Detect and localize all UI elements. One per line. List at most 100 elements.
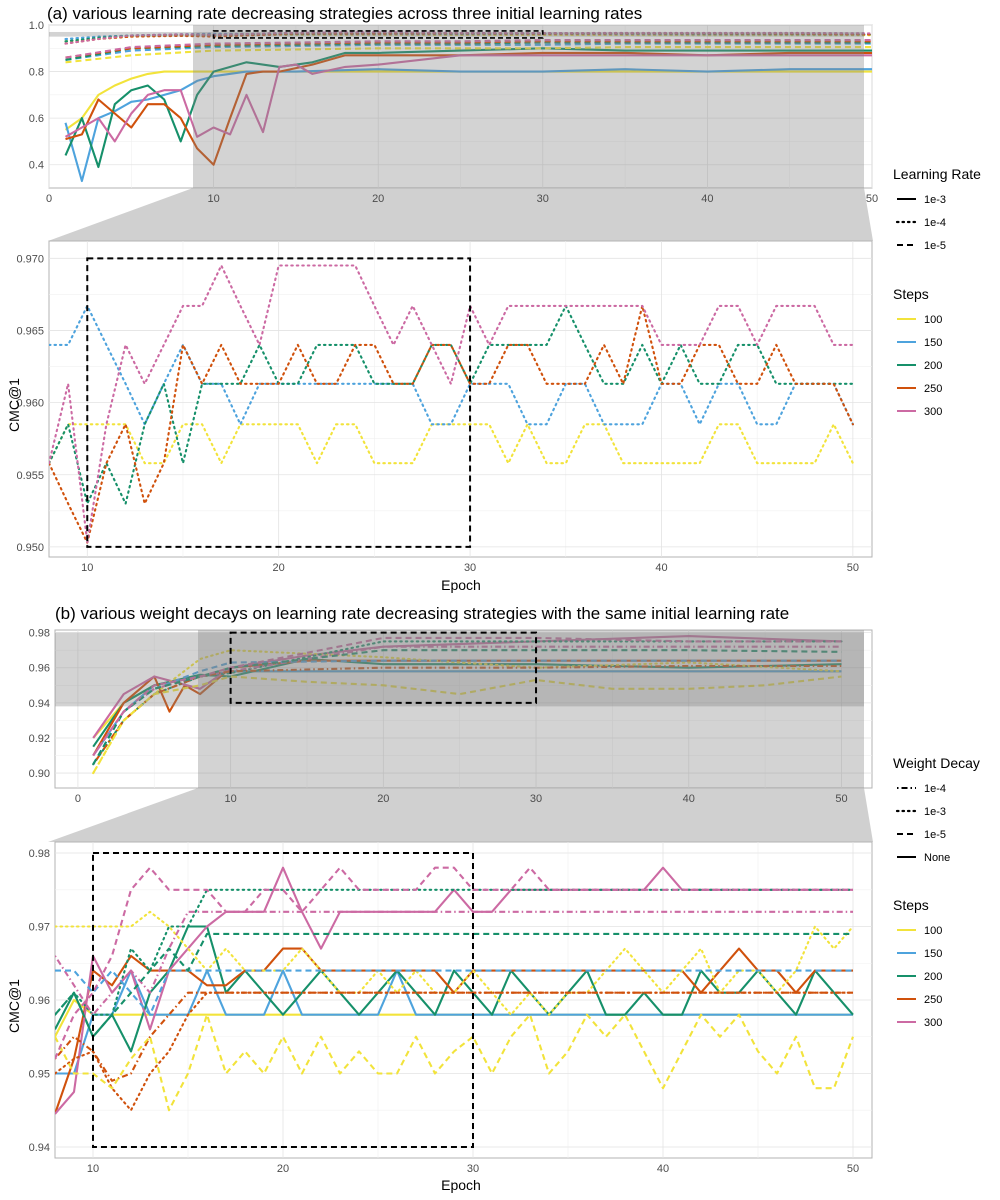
legend-b-step-300: 300 bbox=[924, 1017, 942, 1029]
y-tick-label: 0.950 bbox=[16, 542, 44, 554]
series-line-100-1e-3 bbox=[92, 649, 843, 775]
plot-background bbox=[54, 629, 873, 789]
y-tick-label: 0.965 bbox=[16, 325, 44, 337]
series-group bbox=[64, 31, 872, 183]
panel-b-x-axis-title: Epoch bbox=[441, 1177, 481, 1193]
legend-wd-1e-5: 1e-5 bbox=[924, 829, 946, 841]
panel-a-zoom-connector bbox=[48, 188, 873, 241]
series-line-250-1e-4 bbox=[49, 304, 854, 544]
x-tick-label: 30 bbox=[537, 193, 549, 205]
legend-wd-none: None bbox=[924, 852, 950, 864]
panel-a-y-axis-title: CMC@1 bbox=[6, 378, 22, 432]
panel-b-zoom-plot: 10 20 30 40 50 0.94 0.95 0.96 0.97 0.98 bbox=[29, 841, 873, 1175]
panel-b-title: (b) various weight decays on learning ra… bbox=[55, 604, 789, 623]
y-tick-label: 0.92 bbox=[29, 733, 50, 745]
y-tick-label: 0.6 bbox=[29, 113, 44, 125]
y-tick-label: 0.95 bbox=[29, 1068, 50, 1080]
series-group bbox=[49, 264, 854, 544]
x-tick-label: 20 bbox=[273, 562, 285, 574]
x-tick-label: 10 bbox=[81, 562, 93, 574]
legend-weight-decay-title: Weight Decay bbox=[893, 755, 980, 771]
y-tick-label: 0.97 bbox=[29, 922, 50, 934]
series-line-300-1e-5 bbox=[65, 39, 872, 59]
series-line-150-1e-4 bbox=[49, 304, 854, 426]
zoom-box bbox=[92, 852, 474, 1148]
series-line-250-1e-4 bbox=[64, 32, 872, 45]
series-line-150-1e-3 bbox=[64, 68, 872, 183]
x-tick-label: 10 bbox=[224, 793, 236, 805]
zoom-box bbox=[229, 631, 538, 704]
y-tick-label: 0.90 bbox=[29, 768, 50, 780]
panel-b-zoom-connector bbox=[48, 788, 873, 842]
legend-b-step-150: 150 bbox=[924, 948, 942, 960]
y-tick-label: 0.8 bbox=[29, 67, 44, 79]
series-line-200-1e-3 bbox=[64, 47, 872, 169]
legend-b-step-250: 250 bbox=[924, 994, 942, 1006]
legend-steps-b-title: Steps bbox=[893, 897, 929, 913]
series-line-250-1e-3 bbox=[55, 991, 855, 1112]
series-line-250-1e-4 bbox=[92, 664, 842, 765]
x-tick-label: 30 bbox=[530, 793, 542, 805]
zoom-box bbox=[212, 30, 544, 39]
y-tick-label: 0.94 bbox=[29, 698, 50, 710]
panel-a-x-axis-title: Epoch bbox=[441, 577, 481, 593]
series-line-100-1e-5 bbox=[65, 46, 872, 64]
y-tick-label: 0.955 bbox=[16, 470, 44, 482]
series-line-300-None bbox=[92, 635, 842, 739]
y-tick-label: 0.98 bbox=[29, 628, 50, 640]
series-line-100-1e-3 bbox=[55, 910, 855, 1016]
series-line-300-1e-5 bbox=[92, 636, 842, 757]
x-tick-label: 30 bbox=[467, 1163, 479, 1175]
panel-b-overview-plot: 0 10 20 30 40 50 0.90 0.92 0.94 0.96 0.98 bbox=[29, 628, 873, 805]
x-tick-label: 30 bbox=[464, 562, 476, 574]
series-line-100-1e-5 bbox=[92, 675, 842, 774]
series-line-100-1e-4 bbox=[49, 423, 854, 465]
legend-steps-a: Steps 100 150 200 250 300 bbox=[893, 286, 942, 418]
series-line-250-1e-5 bbox=[65, 40, 872, 59]
x-tick-label: 40 bbox=[683, 793, 695, 805]
x-tick-label: 20 bbox=[277, 1163, 289, 1175]
legend-learning-rate: Learning Rate 1e-3 1e-4 1e-5 bbox=[893, 166, 981, 252]
x-tick-label: 40 bbox=[657, 1163, 669, 1175]
legend-wd-1e-4: 1e-4 bbox=[924, 783, 946, 795]
x-tick-label: 50 bbox=[866, 193, 878, 205]
x-tick-label: 20 bbox=[372, 193, 384, 205]
x-tick-label: 0 bbox=[75, 793, 81, 805]
zoom-region-highlight bbox=[198, 630, 864, 788]
series-line-300-1e-4 bbox=[49, 264, 854, 544]
y-tick-label: 0.96 bbox=[29, 995, 50, 1007]
x-tick-label: 10 bbox=[87, 1163, 99, 1175]
series-line-300-1e-4 bbox=[55, 910, 853, 1016]
y-tick-label: 0.94 bbox=[29, 1142, 50, 1154]
zoom-box bbox=[86, 257, 472, 548]
x-tick-label: 50 bbox=[835, 793, 847, 805]
y-tick-label: 0.96 bbox=[29, 663, 50, 675]
legend-wd-1e-3: 1e-3 bbox=[924, 806, 946, 818]
legend-step-300: 300 bbox=[924, 406, 942, 418]
legend-step-200: 200 bbox=[924, 360, 942, 372]
legend-lr-1e-3: 1e-3 bbox=[924, 194, 946, 206]
y-range-band bbox=[55, 632, 864, 707]
legend-b-step-200: 200 bbox=[924, 971, 942, 983]
legend-step-250: 250 bbox=[924, 383, 942, 395]
series-line-150-1e-5 bbox=[65, 42, 872, 61]
x-tick-label: 50 bbox=[847, 1163, 859, 1175]
series-line-200-1e-5 bbox=[92, 649, 842, 765]
x-tick-label: 0 bbox=[46, 193, 52, 205]
panel-a-zoom-plot: 10 20 30 40 50 0.950 0.955 0.960 0.965 0.970 bbox=[16, 240, 873, 574]
y-tick-label: 0.98 bbox=[29, 848, 50, 860]
series-line-250-1e-4 bbox=[55, 991, 853, 1082]
legend-steps-a-title: Steps bbox=[893, 286, 929, 302]
y-tick-label: 0.960 bbox=[16, 398, 44, 410]
series-line-300-1e-3 bbox=[64, 54, 872, 143]
x-tick-label: 50 bbox=[847, 562, 859, 574]
panel-a-overview-plot: 0 10 20 30 40 50 0.4 0.6 0.8 1.0 bbox=[29, 20, 878, 205]
x-tick-label: 40 bbox=[701, 193, 713, 205]
y-tick-label: 0.970 bbox=[16, 253, 44, 265]
legend-learning-rate-title: Learning Rate bbox=[893, 166, 981, 182]
series-line-100-1e-5 bbox=[55, 1013, 854, 1112]
legend-b-step-100: 100 bbox=[924, 925, 942, 937]
x-tick-label: 20 bbox=[377, 793, 389, 805]
series-line-200-1e-5 bbox=[55, 932, 853, 1038]
